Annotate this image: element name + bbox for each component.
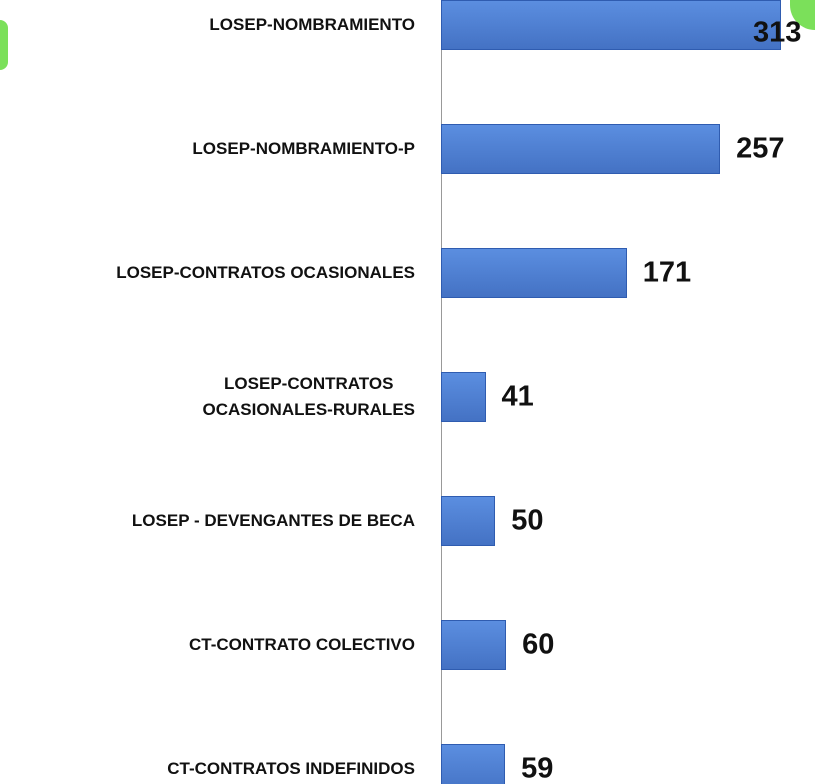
category-label: LOSEP-CONTRATOS OCASIONALES	[116, 263, 415, 282]
bar	[441, 620, 507, 670]
decoration	[0, 20, 8, 70]
category-label: LOSEP - DEVENGANTES DE BECA	[131, 511, 415, 530]
value-label: 59	[521, 752, 554, 784]
bar	[441, 496, 496, 546]
value-label: 171	[642, 256, 692, 289]
value-label: 50	[511, 504, 544, 537]
value-label: 41	[501, 380, 534, 413]
bar	[441, 248, 627, 298]
bar	[441, 372, 486, 422]
category-label: LOSEP-NOMBRAMIENTO-P	[192, 139, 415, 158]
bar	[441, 744, 506, 784]
category-label: CT-CONTRATOS INDEFINIDOS	[167, 759, 415, 778]
category-label: LOSEP-CONTRATOS OCASIONALES-RURALES	[202, 374, 415, 419]
bar	[441, 0, 781, 50]
value-label: 257	[736, 132, 785, 165]
value-label: 313	[753, 16, 802, 49]
bar	[441, 124, 721, 174]
category-label: CT-CONTRATO COLECTIVO	[188, 635, 415, 654]
value-label: 60	[522, 628, 555, 661]
category-label: LOSEP-NOMBRAMIENTO	[209, 15, 415, 34]
